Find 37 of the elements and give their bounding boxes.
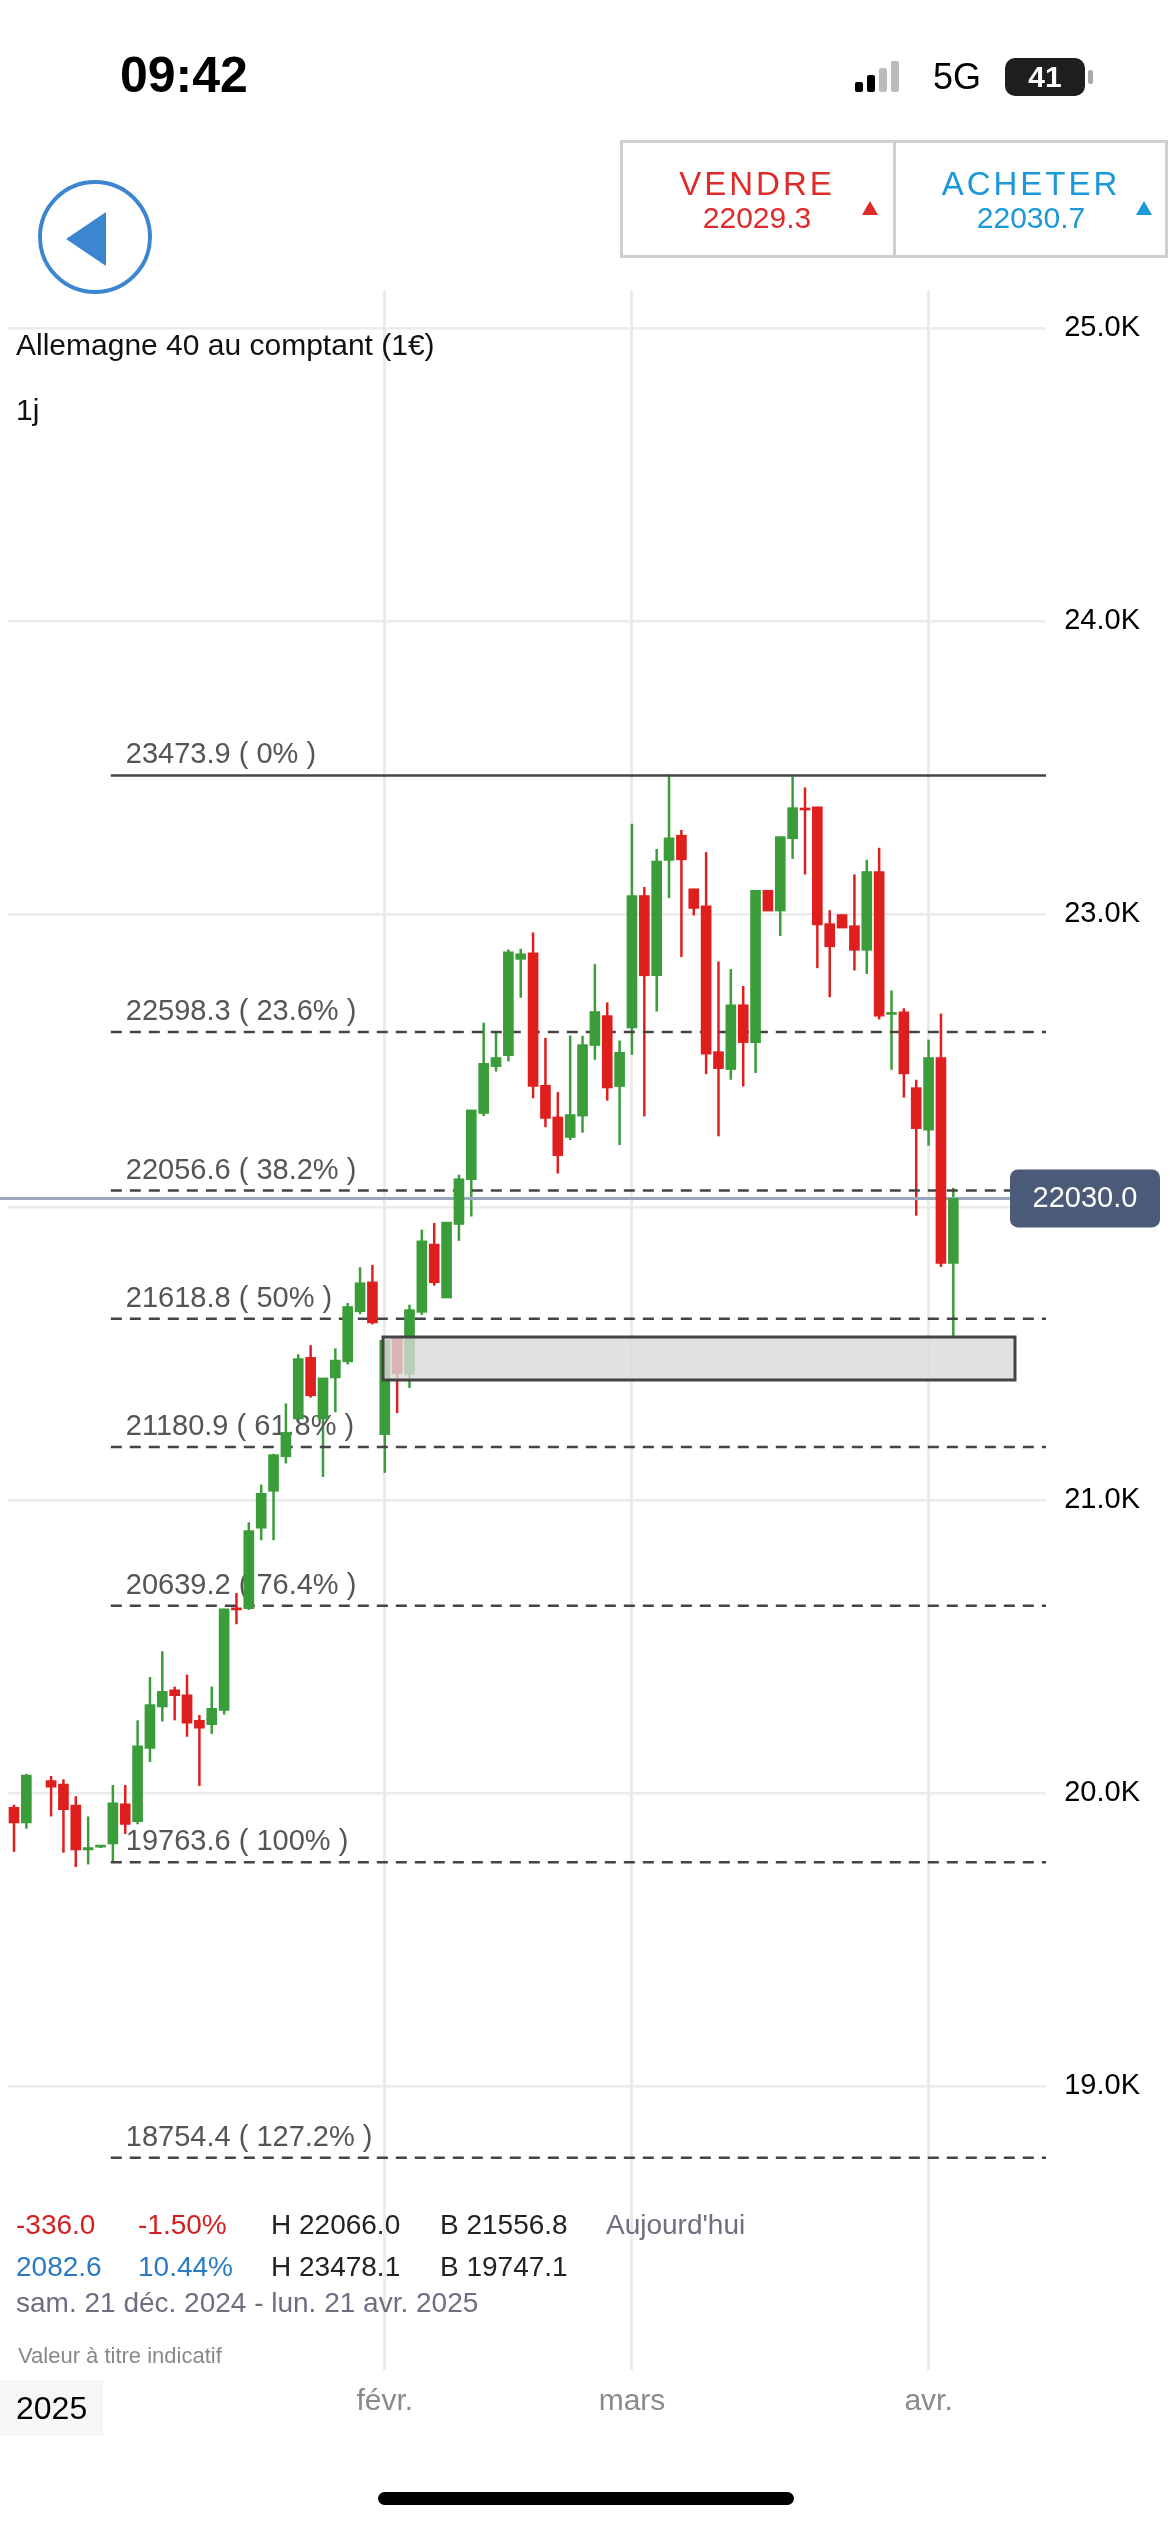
annotation: 10.44% <box>138 2251 233 2282</box>
text: VENDRE <box>679 164 835 202</box>
ref-line-label: 23473.9 ( 0% ) <box>125 737 317 770</box>
annotation: -336.0 <box>16 2209 96 2240</box>
text: 22029.3 <box>702 201 812 234</box>
annotation: Valeur à titre indicatif <box>18 2343 222 2368</box>
annotation: B 21556.8 <box>440 2209 568 2240</box>
y-tick-label: 21.0K <box>1064 1482 1141 1515</box>
annotation: 2082.6 <box>16 2251 102 2282</box>
annotation: B 19747.1 <box>440 2251 568 2282</box>
y-tick-label: 24.0K <box>1064 603 1141 636</box>
text: ACHETER <box>941 164 1121 202</box>
ref-line-label: 21618.8 ( 50% ) <box>125 1280 333 1313</box>
text: 5G <box>933 56 982 97</box>
text: 1j <box>16 393 40 426</box>
ref-line-label: 22598.3 ( 23.6% ) <box>125 993 357 1026</box>
text: Allemagne 40 au comptant (1€) <box>16 328 435 361</box>
annotation: H 22066.0 <box>271 2209 401 2240</box>
x-tick-label: mars <box>598 2383 666 2417</box>
annotation: sam. 21 déc. 2024 - lun. 21 avr. 2025 <box>16 2287 479 2318</box>
annotation: -1.50% <box>138 2209 227 2240</box>
ref-line-label: 18754.4 ( 127.2% ) <box>125 2119 373 2152</box>
text: 41 <box>1028 60 1062 93</box>
y-tick-label: 20.0K <box>1064 1774 1141 1807</box>
ref-line-label: 19763.6 ( 100% ) <box>125 1824 349 1857</box>
ref-line-label: 22030.0 <box>1032 1181 1138 1214</box>
y-tick-label: 25.0K <box>1064 310 1141 343</box>
annotation: Aujourd'hui <box>606 2209 746 2240</box>
ref-line-label: 22056.6 ( 38.2% ) <box>125 1152 357 1185</box>
y-tick-label: 23.0K <box>1064 896 1141 929</box>
text: 09:42 <box>120 47 248 103</box>
annotation: H 23478.1 <box>271 2251 401 2282</box>
y-tick-label: 19.0K <box>1064 2067 1141 2100</box>
x-tick-label: févr. <box>356 2383 414 2417</box>
text: 22030.7 <box>976 201 1086 234</box>
x-tick-label: avr. <box>904 2383 953 2417</box>
text: 2025 <box>0 2380 104 2436</box>
